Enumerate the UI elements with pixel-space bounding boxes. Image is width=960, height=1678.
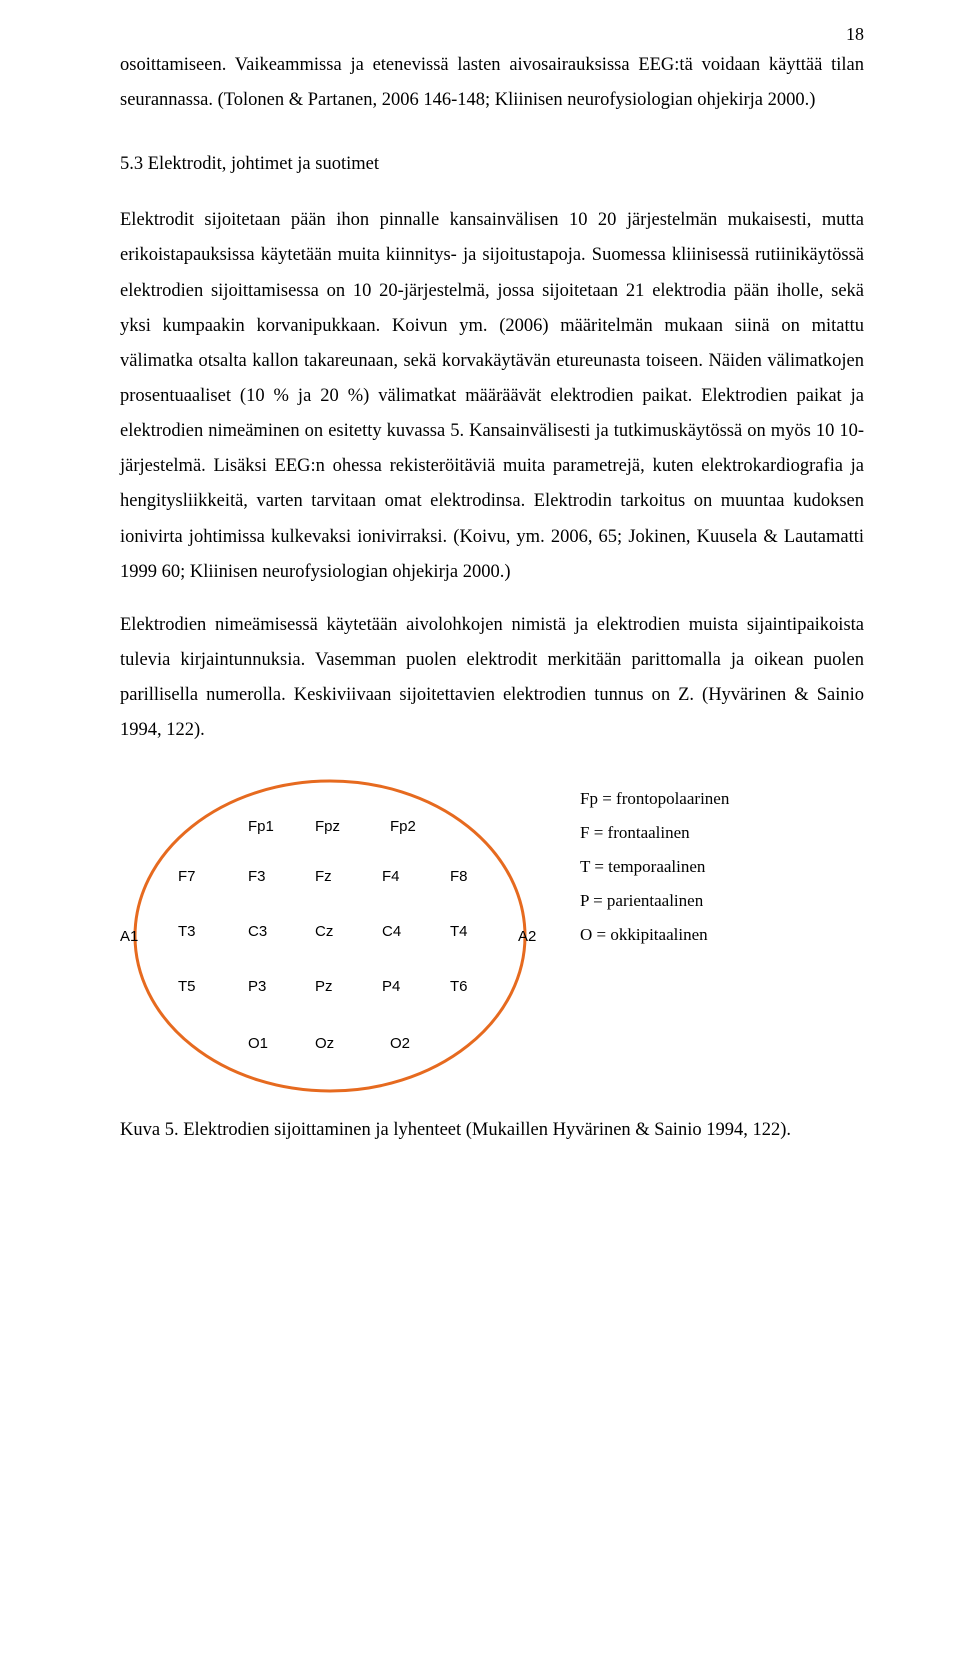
page-number: 18: [846, 24, 864, 45]
figure-caption: Kuva 5. Elektrodien sijoittaminen ja lyh…: [120, 1120, 864, 1141]
electrode-label: Oz: [315, 1035, 334, 1052]
electrode-label: F8: [450, 868, 468, 885]
paragraph-2: Elektrodit sijoitetaan pään ihon pinnall…: [120, 203, 864, 590]
electrode-label: T4: [450, 923, 468, 940]
electrode-label: T6: [450, 978, 468, 995]
electrode-label: O1: [248, 1035, 268, 1052]
electrode-label: Fp2: [390, 818, 416, 835]
electrode-label: F3: [248, 868, 266, 885]
legend-line: Fp = frontopolaarinen: [580, 782, 729, 816]
electrode-label: A2: [518, 928, 536, 945]
legend-line: O = okkipitaalinen: [580, 918, 729, 952]
electrode-label: Fz: [315, 868, 332, 885]
electrode-diagram: Fp1 Fpz Fp2 F7 F3 Fz F4 F8 A1 T3 C3 Cz C4 T4 A2 T5 P3 Pz P…: [120, 776, 550, 1096]
electrode-label-group: Fp1 Fpz Fp2 F7 F3 Fz F4 F8 A1 T3 C3 Cz C4 T4 A2 T5 P3 Pz P…: [120, 818, 536, 1052]
figure-5: Fp1 Fpz Fp2 F7 F3 Fz F4 F8 A1 T3 C3 Cz C4 T4 A2 T5 P3 Pz P…: [120, 776, 840, 1096]
electrode-label: C4: [382, 923, 401, 940]
electrode-label: O2: [390, 1035, 410, 1052]
electrode-label: P4: [382, 978, 400, 995]
electrode-label: Pz: [315, 978, 333, 995]
paragraph-1: osoittamiseen. Vaikeammissa ja eteneviss…: [120, 48, 864, 118]
electrode-label: F4: [382, 868, 400, 885]
electrode-label: T5: [178, 978, 196, 995]
electrode-label: C3: [248, 923, 267, 940]
electrode-label: A1: [120, 928, 138, 945]
electrode-label: Cz: [315, 923, 333, 940]
electrode-label: F7: [178, 868, 196, 885]
legend-line: F = frontaalinen: [580, 816, 729, 850]
figure-legend: Fp = frontopolaarinenF = frontaalinenT =…: [580, 782, 729, 952]
page-container: 18 osoittamiseen. Vaikeammissa ja etenev…: [0, 0, 960, 1201]
paragraph-3: Elektrodien nimeämisessä käytetään aivol…: [120, 608, 864, 749]
electrode-label: Fpz: [315, 818, 340, 835]
electrode-label: P3: [248, 978, 266, 995]
electrode-label: Fp1: [248, 818, 274, 835]
legend-line: T = temporaalinen: [580, 850, 729, 884]
legend-line: P = parientaalinen: [580, 884, 729, 918]
electrode-label: T3: [178, 923, 196, 940]
section-heading: 5.3 Elektrodit, johtimet ja suotimet: [120, 154, 864, 175]
